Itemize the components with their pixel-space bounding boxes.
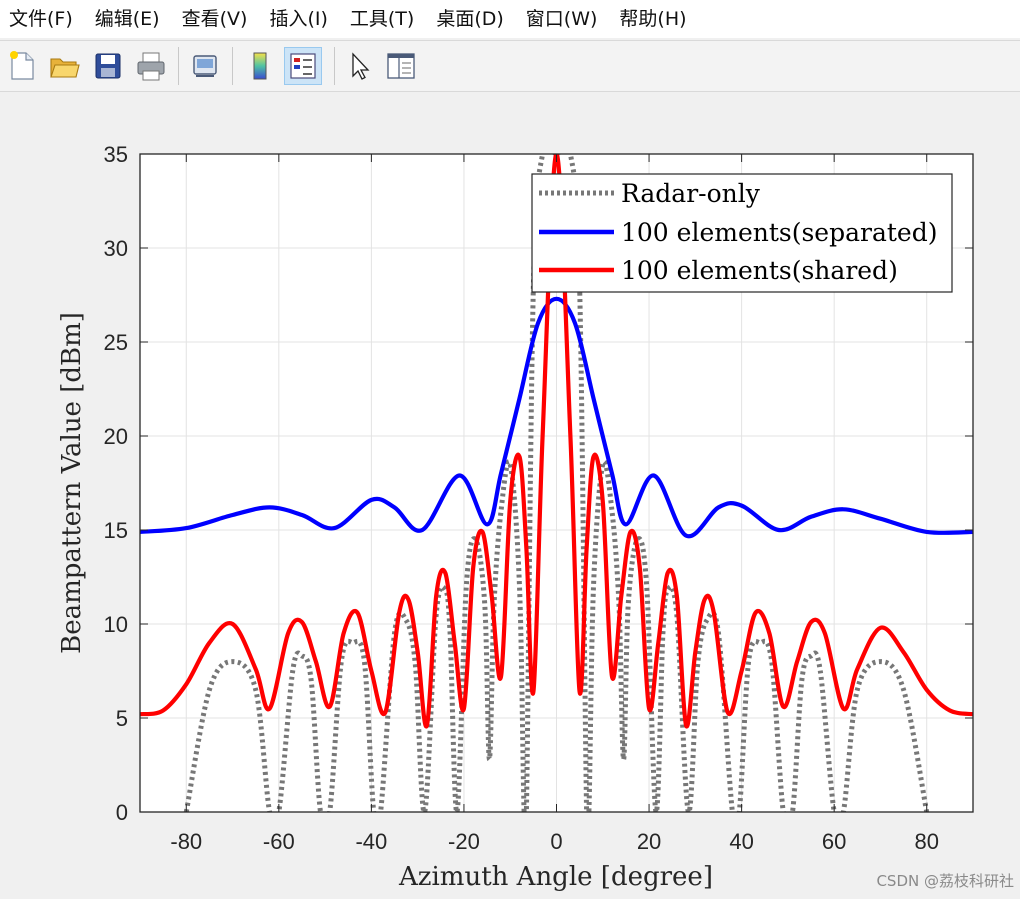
link-plot-icon <box>193 55 217 77</box>
toolbar-separator <box>232 47 233 85</box>
property-inspector-button[interactable] <box>382 47 420 85</box>
legend-icon <box>290 53 316 79</box>
menu-window[interactable]: 窗口(W) <box>525 8 598 30</box>
x-tick-label: -40 <box>355 829 387 854</box>
x-tick-label: 40 <box>729 829 753 854</box>
y-tick-label: 25 <box>104 330 128 355</box>
axis-ticks: -80 -60 -40 -20 0 20 40 60 80 0 5 10 15 20 25 30 35 <box>104 142 973 854</box>
series-line-1 <box>140 296 973 539</box>
arrow-pointer-icon <box>352 52 370 80</box>
insert-legend-button[interactable] <box>284 47 322 85</box>
legend-label-radar-only: Radar-only <box>621 179 761 208</box>
insert-colorbar-button[interactable] <box>241 47 279 85</box>
x-tick-label: 20 <box>637 829 661 854</box>
series-line-0 <box>183 154 930 812</box>
y-tick-label: 0 <box>116 800 128 825</box>
legend[interactable]: Radar-only 100 elements(separated) 100 e… <box>531 173 953 293</box>
save-button[interactable] <box>89 47 127 85</box>
menu-help[interactable]: 帮助(H) <box>619 8 687 30</box>
series-line-2 <box>140 154 973 729</box>
colorbar-icon <box>253 52 267 80</box>
new-file-icon <box>10 51 34 80</box>
edit-plot-button[interactable] <box>341 47 379 85</box>
x-tick-label: 0 <box>550 829 562 854</box>
y-tick-label: 30 <box>104 236 128 261</box>
y-tick-label: 5 <box>116 706 128 731</box>
toolbar-separator <box>334 47 335 85</box>
x-tick-label: -60 <box>263 829 295 854</box>
save-icon <box>95 53 121 79</box>
menu-view[interactable]: 查看(V) <box>181 8 248 30</box>
x-tick-label: -80 <box>170 829 202 854</box>
menu-tools[interactable]: 工具(T) <box>349 8 415 30</box>
y-tick-label: 15 <box>104 518 128 543</box>
menubar: 文件(F) 编辑(E) 查看(V) 插入(I) 工具(T) 桌面(D) 窗口(W… <box>0 0 1020 38</box>
open-folder-button[interactable] <box>45 47 83 85</box>
figure-canvas: -80 -60 -40 -20 0 20 40 60 80 0 5 10 15 20 25 30 35 Azim… <box>57 142 974 892</box>
new-file-button[interactable] <box>3 47 41 85</box>
property-inspector-icon <box>387 53 415 79</box>
menu-desktop[interactable]: 桌面(D) <box>436 8 504 30</box>
y-axis-label: Beampattern Value [dBm] <box>57 312 87 654</box>
watermark: CSDN @荔枝科研社 <box>876 872 1014 890</box>
toolbar-separator <box>178 47 179 85</box>
y-tick-label: 35 <box>104 142 128 167</box>
series-lines <box>140 154 973 812</box>
print-button[interactable] <box>132 47 170 85</box>
menu-edit[interactable]: 编辑(E) <box>94 8 160 30</box>
y-tick-label: 20 <box>104 424 128 449</box>
legend-label-separated: 100 elements(separated) <box>621 218 937 247</box>
y-tick-label: 10 <box>104 612 128 637</box>
x-axis-label: Azimuth Angle [degree] <box>398 862 713 892</box>
toolbar <box>0 40 1020 92</box>
x-tick-label: 60 <box>822 829 846 854</box>
x-tick-label: 80 <box>914 829 938 854</box>
link-plot-button[interactable] <box>186 47 224 85</box>
print-icon <box>137 52 165 81</box>
menu-insert[interactable]: 插入(I) <box>269 8 328 30</box>
legend-label-shared: 100 elements(shared) <box>621 256 898 285</box>
menu-file[interactable]: 文件(F) <box>9 8 73 30</box>
x-tick-label: -20 <box>448 829 480 854</box>
open-folder-icon <box>50 58 80 78</box>
